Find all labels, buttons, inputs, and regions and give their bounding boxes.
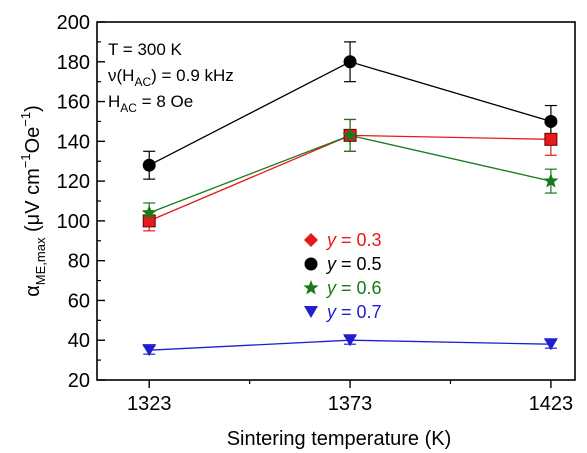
legend-marker: [304, 257, 318, 271]
x-axis-label: Sintering temperature (K): [227, 428, 452, 450]
legend-variable: y: [325, 278, 337, 298]
y-axis-symbol: α: [22, 285, 44, 297]
condition-main: H: [108, 92, 120, 111]
legend-label: y = 0.7: [325, 302, 382, 322]
data-point: [342, 127, 358, 142]
y-axis-exponent-1: −1: [18, 153, 33, 168]
data-point: [343, 334, 358, 347]
ticks: [97, 21, 552, 388]
x-tick-label: 1423: [529, 393, 574, 415]
y-axis-label: αME,max (μV cm−1Oe−1): [18, 105, 48, 297]
y-tick-label: 80: [68, 251, 90, 273]
y-tick-label: 100: [57, 211, 90, 233]
data-point: [543, 338, 558, 351]
condition-main: T = 300 K: [108, 40, 183, 59]
data-point: [142, 344, 157, 357]
y-axis-units-mid: Oe: [22, 127, 44, 154]
data-point: [141, 204, 157, 220]
data-point: [543, 173, 559, 188]
data-point: [343, 55, 357, 69]
y-tick-label: 180: [57, 52, 90, 74]
legend-value: = 0.5: [336, 254, 382, 274]
legend-label: y = 0.6: [325, 278, 382, 298]
y-tick-label: 160: [57, 92, 90, 114]
y-tick-label: 120: [57, 171, 90, 193]
data-point: [142, 158, 156, 172]
condition-line: T = 300 K: [108, 40, 183, 59]
y-axis-units-open: (μV cm: [22, 168, 44, 237]
condition-tail: = 8 Oe: [137, 92, 193, 111]
condition-line: ν(HAC) = 0.9 kHz: [108, 66, 234, 89]
legend-label: y = 0.3: [325, 230, 382, 250]
legend-label: y = 0.5: [325, 254, 382, 274]
y-axis-subscript: ME,max: [33, 237, 48, 285]
condition-tail: ) = 0.9 kHz: [151, 66, 234, 85]
x-tick-label: 1323: [127, 393, 172, 415]
legend: y = 0.3y = 0.5y = 0.6y = 0.7: [303, 230, 382, 322]
condition-line: HAC = 8 Oe: [108, 92, 193, 115]
tick-labels: 20 40 60 80 100 120 140 160 180 200 1323 1373 1423: [57, 12, 574, 415]
legend-value: = 0.7: [336, 302, 382, 322]
condition-main: ν(H: [108, 66, 134, 85]
y-tick-label: 40: [68, 330, 90, 352]
y-tick-label: 140: [57, 131, 90, 153]
markers: [141, 55, 559, 357]
condition-subscript: AC: [134, 75, 151, 89]
data-point: [544, 114, 558, 128]
y-axis-exponent-2: −1: [18, 112, 33, 127]
y-tick-label: 200: [57, 12, 90, 34]
legend-value: = 0.3: [336, 230, 382, 250]
y-tick-label: 60: [68, 290, 90, 312]
data-point: [544, 132, 558, 146]
legend-marker: [303, 280, 319, 295]
y-tick-label: 20: [68, 370, 90, 392]
legend-marker: [304, 306, 318, 318]
legend-value: = 0.6: [336, 278, 382, 298]
legend-marker: [304, 233, 318, 247]
legend-variable: y: [325, 254, 337, 274]
y-axis-units-close: ): [22, 105, 44, 112]
data-point: [142, 214, 156, 228]
legend-variable: y: [325, 230, 337, 250]
x-tick-label: 1373: [328, 393, 373, 415]
legend-variable: y: [325, 302, 337, 322]
condition-subscript: AC: [120, 101, 137, 115]
